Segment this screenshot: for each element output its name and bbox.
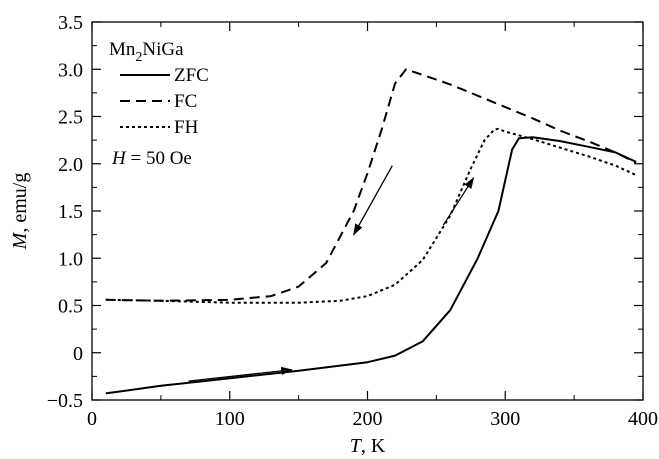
x-tick-label: 0 [87, 408, 97, 430]
x-tick-label: 100 [215, 408, 245, 430]
series-line-fh [105, 127, 637, 304]
ticks: 0 100 200 300 400−0.500.51.01.52.02.53.03.5 [47, 12, 658, 430]
series-line-fc [105, 68, 637, 302]
y-axis-label: M, emu/g [9, 173, 31, 251]
legend-title: Mn2NiGa [109, 39, 184, 65]
y-tick-label: 0 [73, 343, 83, 365]
x-tick-label: 200 [353, 408, 383, 430]
chart-marks [105, 68, 637, 395]
x-tick-label: 400 [628, 408, 658, 430]
direction-arrow-1 [353, 165, 393, 236]
y-tick-label: 0.5 [58, 296, 83, 318]
x-tick-label: 300 [490, 408, 520, 430]
direction-arrow-2 [442, 176, 475, 226]
y-tick-label: 1.0 [58, 248, 83, 270]
y-tick-label: 2.0 [58, 154, 83, 176]
axes: T, K M, emu/g [9, 21, 644, 457]
series-line-zfc [105, 136, 637, 395]
y-tick-label: 3.0 [58, 59, 83, 81]
legend-label-zfc: ZFC [174, 65, 209, 86]
y-tick-label: 3.5 [58, 12, 83, 34]
x-axis-label: T, K [350, 435, 386, 457]
field-annotation: H = 50 Oe [111, 148, 192, 169]
y-tick-label: 2.5 [58, 107, 83, 129]
direction-arrow-3 [188, 366, 293, 382]
legend-label-fh: FH [174, 117, 199, 138]
legend-label-fc: FC [174, 91, 197, 112]
y-tick-label: −0.5 [47, 390, 83, 412]
y-tick-label: 1.5 [58, 201, 83, 223]
